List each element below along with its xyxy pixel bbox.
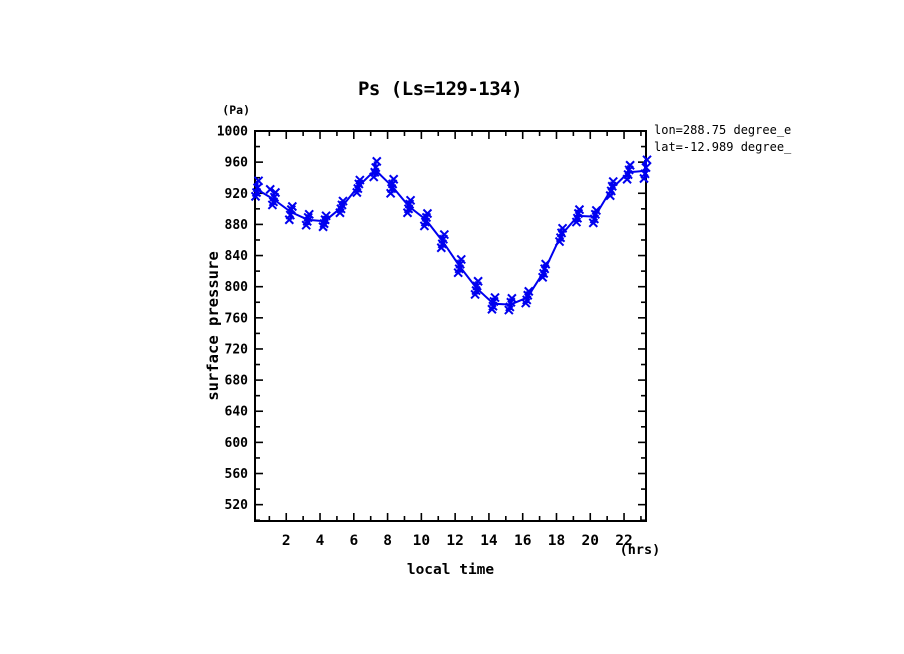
y-tick-label: 680 xyxy=(225,374,249,389)
x-tick-label: 4 xyxy=(316,533,325,549)
x-marker xyxy=(507,293,517,304)
x-tick-label: 6 xyxy=(349,533,358,549)
annotation-lat: lat=-12.989 degree_ xyxy=(654,139,792,154)
y-tick-label: 520 xyxy=(225,498,249,513)
x-tick-label: 2 xyxy=(282,533,291,549)
x-marker xyxy=(456,254,466,265)
x-marker xyxy=(270,187,281,198)
x-tick-label: 22 xyxy=(615,533,632,549)
y-tick-label: 560 xyxy=(225,467,249,482)
annotation-lon: lon=288.75 degree_e xyxy=(654,123,792,137)
x-tick-label: 14 xyxy=(480,533,498,549)
x-marker xyxy=(253,176,264,186)
y-tick-label: 920 xyxy=(225,187,249,202)
y-tick-label: 640 xyxy=(225,405,249,420)
x-tick-label: 10 xyxy=(413,533,430,549)
x-tick-label: 20 xyxy=(582,533,599,549)
y-tick-label: 600 xyxy=(225,436,249,451)
x-marker xyxy=(524,286,534,297)
x-marker xyxy=(287,201,298,212)
y-tick-label: 800 xyxy=(225,280,249,295)
x-marker xyxy=(265,184,275,195)
x-tick-label: 18 xyxy=(548,533,565,549)
x-marker xyxy=(372,156,382,167)
y-unit-label: (Pa) xyxy=(222,103,250,117)
x-tick-label: 12 xyxy=(446,533,463,549)
x-marker xyxy=(338,196,348,206)
mean-pressure-line xyxy=(256,168,646,306)
x-marker xyxy=(355,175,365,185)
x-marker xyxy=(641,162,651,173)
x-marker xyxy=(625,160,635,170)
x-marker xyxy=(591,205,602,216)
x-marker xyxy=(422,208,433,219)
axis-frame xyxy=(254,130,647,522)
coordinates-annotation: lon=288.75 degree_e lat=-12.989 degree_ xyxy=(654,122,804,155)
y-tick-label: 1000 xyxy=(217,125,248,140)
x-marker xyxy=(473,276,483,286)
x-axis-title: local time xyxy=(406,562,495,578)
y-tick-label: 720 xyxy=(225,342,249,357)
x-marker xyxy=(439,229,450,240)
x-marker xyxy=(640,169,650,179)
x-marker xyxy=(252,183,263,193)
x-unit-label: (hrs) xyxy=(619,542,661,558)
x-marker xyxy=(574,204,585,215)
x-tick-label: 8 xyxy=(383,533,392,549)
y-tick-label: 760 xyxy=(225,311,249,326)
x-marker xyxy=(371,162,381,173)
y-tick-label: 880 xyxy=(225,218,249,233)
x-marker xyxy=(321,211,331,221)
y-tick-label: 840 xyxy=(225,249,249,264)
x-marker xyxy=(540,259,551,269)
x-marker xyxy=(405,195,416,205)
x-marker xyxy=(642,155,652,165)
x-marker xyxy=(557,223,568,234)
x-marker xyxy=(608,176,618,187)
x-marker xyxy=(304,209,314,220)
x-tick-label: 16 xyxy=(514,533,531,549)
chart-title: Ps (Ls=129-134) xyxy=(357,78,523,100)
y-tick-label: 960 xyxy=(225,156,249,171)
x-marker xyxy=(388,174,399,184)
x-marker xyxy=(490,292,500,303)
